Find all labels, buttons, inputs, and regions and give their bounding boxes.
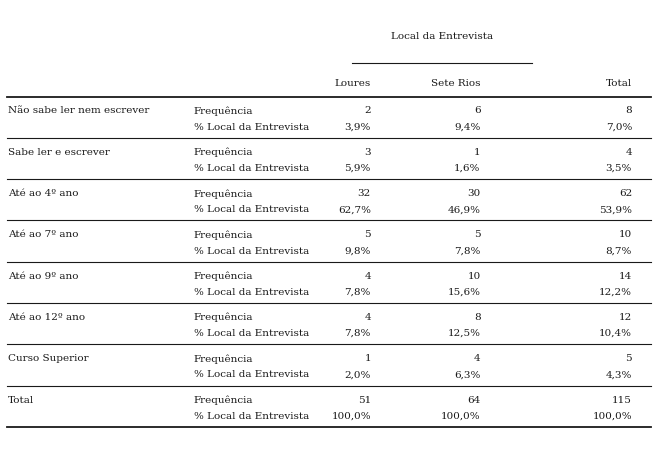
Text: 4: 4 xyxy=(365,313,371,322)
Text: Frequência: Frequência xyxy=(193,313,253,322)
Text: 9,4%: 9,4% xyxy=(454,123,480,131)
Text: 1: 1 xyxy=(365,354,371,363)
Text: 62: 62 xyxy=(619,189,632,198)
Text: 32: 32 xyxy=(358,189,371,198)
Text: 8,7%: 8,7% xyxy=(606,246,632,256)
Text: 12,5%: 12,5% xyxy=(447,329,480,338)
Text: % Local da Entrevista: % Local da Entrevista xyxy=(193,205,309,214)
Text: % Local da Entrevista: % Local da Entrevista xyxy=(193,288,309,297)
Text: Não sabe ler nem escrever: Não sabe ler nem escrever xyxy=(8,106,149,115)
Text: 7,8%: 7,8% xyxy=(345,329,371,338)
Text: 9,8%: 9,8% xyxy=(345,246,371,256)
Text: % Local da Entrevista: % Local da Entrevista xyxy=(193,371,309,379)
Text: 7,8%: 7,8% xyxy=(454,246,480,256)
Text: 6: 6 xyxy=(474,106,480,115)
Text: 115: 115 xyxy=(612,396,632,404)
Text: 53,9%: 53,9% xyxy=(599,205,632,214)
Text: 5: 5 xyxy=(365,230,371,240)
Text: 46,9%: 46,9% xyxy=(447,205,480,214)
Text: 7,8%: 7,8% xyxy=(345,288,371,297)
Text: 4: 4 xyxy=(626,148,632,157)
Text: Sete Rios: Sete Rios xyxy=(431,79,480,87)
Text: 3: 3 xyxy=(365,148,371,157)
Text: 1,6%: 1,6% xyxy=(454,164,480,173)
Text: 6,3%: 6,3% xyxy=(454,371,480,379)
Text: 30: 30 xyxy=(467,189,480,198)
Text: 3,9%: 3,9% xyxy=(345,123,371,131)
Text: Frequência: Frequência xyxy=(193,148,253,157)
Text: 100,0%: 100,0% xyxy=(592,412,632,421)
Text: 4: 4 xyxy=(365,272,371,281)
Text: 100,0%: 100,0% xyxy=(441,412,480,421)
Text: Frequência: Frequência xyxy=(193,230,253,240)
Text: Frequência: Frequência xyxy=(193,354,253,364)
Text: 10,4%: 10,4% xyxy=(599,329,632,338)
Text: 8: 8 xyxy=(474,313,480,322)
Text: % Local da Entrevista: % Local da Entrevista xyxy=(193,412,309,421)
Text: % Local da Entrevista: % Local da Entrevista xyxy=(193,164,309,173)
Text: Sabe ler e escrever: Sabe ler e escrever xyxy=(8,148,110,157)
Text: 51: 51 xyxy=(358,396,371,404)
Text: Total: Total xyxy=(8,396,34,404)
Text: Frequência: Frequência xyxy=(193,106,253,116)
Text: 8: 8 xyxy=(626,106,632,115)
Text: % Local da Entrevista: % Local da Entrevista xyxy=(193,246,309,256)
Text: 7,0%: 7,0% xyxy=(606,123,632,131)
Text: 64: 64 xyxy=(467,396,480,404)
Text: 100,0%: 100,0% xyxy=(331,412,371,421)
Text: % Local da Entrevista: % Local da Entrevista xyxy=(193,329,309,338)
Text: 12,2%: 12,2% xyxy=(599,288,632,297)
Text: Até ao 12º ano: Até ao 12º ano xyxy=(8,313,85,322)
Text: % Local da Entrevista: % Local da Entrevista xyxy=(193,123,309,131)
Text: Frequência: Frequência xyxy=(193,396,253,405)
Text: 1: 1 xyxy=(474,148,480,157)
Text: 62,7%: 62,7% xyxy=(338,205,371,214)
Text: 10: 10 xyxy=(467,272,480,281)
Text: 3,5%: 3,5% xyxy=(606,164,632,173)
Text: Curso Superior: Curso Superior xyxy=(8,354,88,363)
Text: 5: 5 xyxy=(474,230,480,240)
Text: 5: 5 xyxy=(626,354,632,363)
Text: 5,9%: 5,9% xyxy=(345,164,371,173)
Text: Total: Total xyxy=(606,79,632,87)
Text: 15,6%: 15,6% xyxy=(447,288,480,297)
Text: Até ao 7º ano: Até ao 7º ano xyxy=(8,230,78,240)
Text: 2,0%: 2,0% xyxy=(345,371,371,379)
Text: 14: 14 xyxy=(619,272,632,281)
Text: Frequência: Frequência xyxy=(193,272,253,281)
Text: Até ao 9º ano: Até ao 9º ano xyxy=(8,272,78,281)
Text: Até ao 4º ano: Até ao 4º ano xyxy=(8,189,78,198)
Text: 12: 12 xyxy=(619,313,632,322)
Text: Loures: Loures xyxy=(335,79,371,87)
Text: Frequência: Frequência xyxy=(193,189,253,199)
Text: 4: 4 xyxy=(474,354,480,363)
Text: 4,3%: 4,3% xyxy=(606,371,632,379)
Text: 10: 10 xyxy=(619,230,632,240)
Text: Local da Entrevista: Local da Entrevista xyxy=(391,32,493,40)
Text: 2: 2 xyxy=(365,106,371,115)
